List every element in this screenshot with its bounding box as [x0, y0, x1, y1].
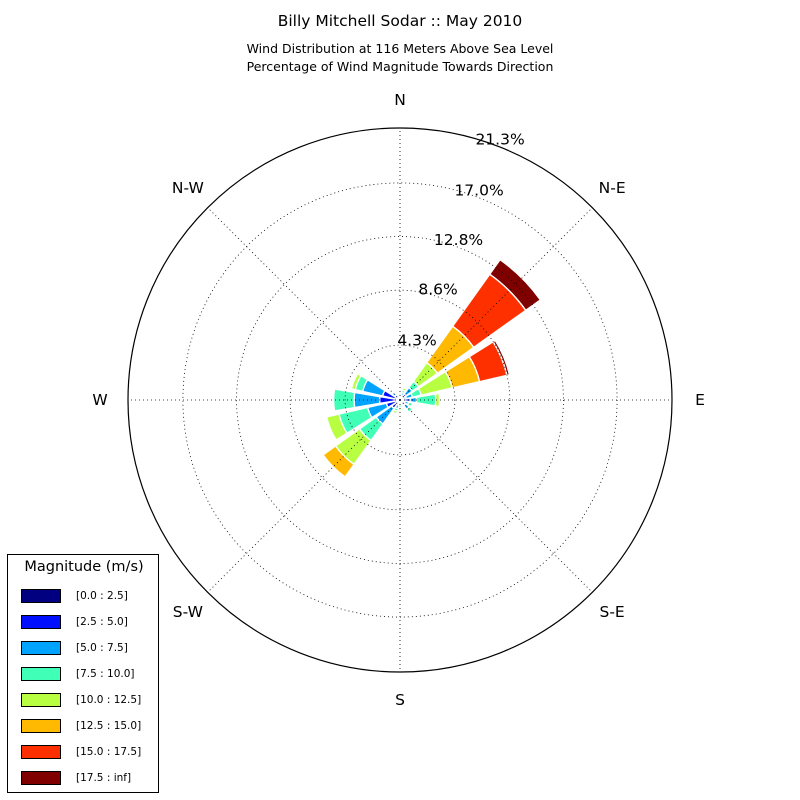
- direction-label: E: [695, 391, 705, 409]
- legend-label: [2.5 : 5.0]: [76, 616, 128, 628]
- angular-gridline: [207, 399, 401, 593]
- wedge-dir-202.5-bin-4: [391, 408, 399, 415]
- wedge-dir-337.5-bin-2: [397, 395, 401, 399]
- direction-label: W: [92, 391, 107, 409]
- wedge-dir-22.5-bin-4: [401, 386, 408, 393]
- outer-circle: [127, 127, 673, 673]
- legend: Magnitude (m/s) [0.0 : 2.5] [2.5 : 5.0] [5…: [7, 554, 159, 793]
- chart-title: Billy Mitchell Sodar :: May 2010: [277, 12, 523, 30]
- polar-labels: N N-E E S-E S S-W W N-W 4.3% 8.6% 12.8% 17.0% 21.3%: [92, 91, 705, 709]
- legend-label: [5.0 : 7.5]: [76, 642, 128, 654]
- wedge-dir-292.5-bin-4: [350, 372, 362, 391]
- direction-label: S: [395, 691, 405, 709]
- legend-label: [17.5 : inf]: [76, 772, 132, 784]
- legend-label: [0.0 : 2.5]: [76, 590, 128, 602]
- legend-swatch: [21, 719, 61, 733]
- chart-subtitle-line-1: Wind Distribution at 116 Meters Above Se…: [246, 41, 554, 56]
- angular-gridline: [207, 207, 401, 401]
- radial-gridline: [344, 344, 456, 456]
- wedge-dir-247.5-bin-4: [325, 413, 348, 441]
- legend-swatch: [21, 615, 61, 629]
- legend-item: [12.5 : 15.0]: [21, 718, 141, 734]
- radial-tick-label: 4.3%: [397, 331, 436, 349]
- angular-gridline: [399, 207, 593, 401]
- direction-label: S-W: [173, 603, 203, 621]
- direction-label: N: [394, 91, 406, 109]
- legend-item: [15.0 : 17.5]: [21, 744, 141, 760]
- polar-grid: [127, 127, 673, 673]
- wedge-dir-90-bin-4: [434, 392, 441, 408]
- radial-gridline: [289, 289, 511, 511]
- radial-tick-label: 17.0%: [454, 181, 503, 199]
- legend-item: [0.0 : 2.5]: [21, 588, 128, 604]
- legend-swatch: [21, 641, 61, 655]
- legend-label: [10.0 : 12.5]: [76, 694, 142, 706]
- legend-item: [17.5 : inf]: [21, 770, 131, 786]
- legend-label: [7.5 : 10.0]: [76, 668, 135, 680]
- radial-tick-label: 12.8%: [434, 231, 483, 249]
- direction-label: S-E: [600, 603, 625, 621]
- legend-title: Magnitude (m/s): [24, 559, 144, 575]
- radial-gridline: [236, 236, 564, 564]
- legend-swatch: [21, 693, 61, 707]
- legend-label: [12.5 : 15.0]: [76, 720, 142, 732]
- wedge-dir-270-bin-3: [332, 388, 356, 412]
- wedge-dir-225-bin-5: [322, 445, 355, 478]
- legend-item: [5.0 : 7.5]: [21, 640, 128, 656]
- direction-label: N-E: [599, 179, 626, 197]
- legend-swatch: [21, 667, 61, 681]
- legend-item: [10.0 : 12.5]: [21, 692, 141, 708]
- radial-tick-label: 8.6%: [418, 281, 457, 299]
- wedge-dir-135-bin-3: [405, 405, 414, 414]
- direction-label: N-W: [172, 179, 204, 197]
- legend-swatch: [21, 745, 61, 759]
- wedge-dir-112.5-bin-3: [406, 401, 414, 408]
- angular-gridline: [399, 399, 593, 593]
- chart-subtitle-line-2: Percentage of Wind Magnitude Towards Dir…: [246, 59, 554, 74]
- legend-item: [7.5 : 10.0]: [21, 666, 134, 682]
- wedge-dir-315-bin-2: [391, 391, 398, 398]
- legend-label: [15.0 : 17.5]: [76, 746, 142, 758]
- legend-swatch: [21, 589, 61, 603]
- legend-item: [2.5 : 5.0]: [21, 614, 128, 630]
- legend-swatch: [21, 771, 61, 785]
- radial-tick-label: 21.3%: [475, 131, 524, 149]
- radial-gridline: [182, 182, 618, 618]
